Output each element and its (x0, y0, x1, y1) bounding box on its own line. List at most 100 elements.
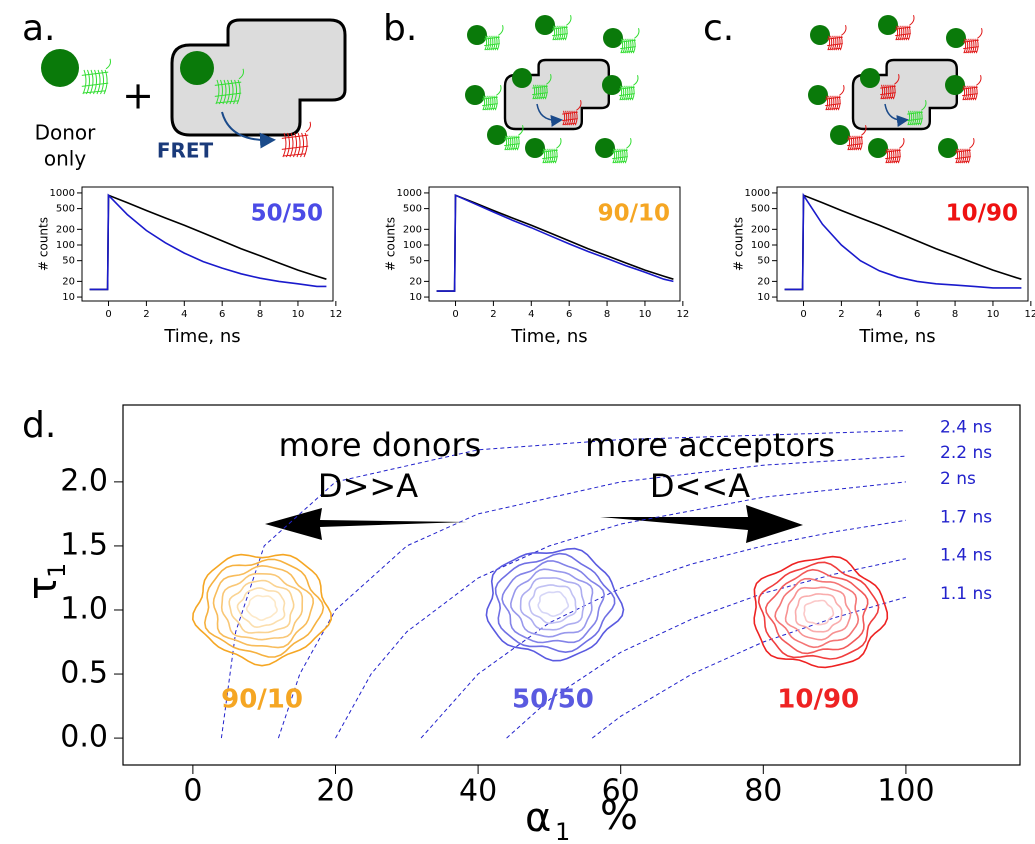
fluorophore (830, 125, 850, 145)
x-tick-label: 10 (639, 309, 652, 320)
fluorophore (535, 15, 555, 35)
y-tick-label: 500 (751, 204, 770, 215)
x-tick-label: 10 (292, 309, 305, 320)
ratio-label: 10/90 (946, 201, 1018, 227)
fluorophore (868, 138, 888, 158)
x-tick-label: 4 (181, 309, 187, 320)
panel-label: b. (383, 8, 417, 49)
y-tick-label: 1.5 (60, 527, 108, 562)
y-tick-label: 0.5 (60, 656, 108, 691)
x-axis-subscript: 1 (555, 818, 570, 844)
panel-label: d. (22, 405, 56, 446)
x-tick-label: 100 (877, 774, 934, 809)
x-tick-label: 4 (528, 309, 534, 320)
y-tick-label: 200 (56, 224, 75, 235)
contour-ring (222, 574, 303, 640)
direction-arrow (265, 508, 467, 540)
x-tick-label: 2 (143, 309, 149, 320)
y-tick-label: 100 (403, 240, 422, 251)
x-tick-label: 8 (952, 309, 958, 320)
figure: a. b. c. d. Donor only + FRET 0246810121… (0, 0, 1035, 844)
contour-ring (486, 549, 623, 661)
fluorophore (465, 85, 485, 105)
panel-label: a. (22, 8, 56, 49)
protein (827, 25, 846, 50)
y-tick-label: 100 (751, 240, 770, 251)
x-tick-label: 20 (316, 774, 354, 809)
y-tick-label: 1000 (50, 188, 75, 199)
cluster-label: 90/10 (221, 685, 303, 715)
y-tick-label: 1000 (745, 188, 770, 199)
contour-ring (529, 585, 576, 623)
y-tick-label: 50 (409, 256, 422, 267)
y-tick-label: 2.0 (60, 463, 108, 498)
isoline-label: 2.2 ns (940, 443, 992, 463)
y-tick-label: 0.0 (60, 720, 108, 755)
contour-ring (804, 601, 833, 625)
isoline-label: 2 ns (940, 469, 976, 489)
x-axis-title: Time, ns (858, 326, 935, 347)
x-axis-title: Time, ns (510, 326, 587, 347)
y-tick-label: 200 (403, 224, 422, 235)
y-tick-label: 500 (56, 204, 75, 215)
ratio-label: 50/50 (251, 201, 323, 227)
x-tick-label: 40 (459, 774, 497, 809)
contour-ring (511, 569, 593, 637)
plus-sign: + (122, 74, 154, 118)
x-tick-label: 0 (183, 774, 202, 809)
x-tick-label: 10 (987, 309, 1000, 320)
x-tick-label: 6 (914, 309, 920, 320)
x-tick-label: 2 (838, 309, 844, 320)
x-axis-title: Time, ns (163, 326, 240, 347)
protein (962, 75, 981, 100)
contour-ring (796, 594, 842, 632)
x-axis-symbol: α (525, 795, 551, 841)
annotation: more acceptors (585, 426, 835, 464)
x-tick-label: 6 (219, 309, 225, 320)
y-tick-label: 10 (62, 292, 75, 303)
x-tick-label: 8 (604, 309, 610, 320)
x-tick-label: 80 (744, 774, 782, 809)
contour-ring (754, 557, 887, 668)
x-tick-label: 0 (105, 309, 111, 320)
fluorophore (41, 49, 79, 87)
y-tick-label: 10 (409, 292, 422, 303)
x-tick-label: 0 (452, 309, 458, 320)
protein (619, 75, 638, 100)
y-tick-label: 20 (757, 276, 770, 287)
x-tick-label: 8 (257, 309, 263, 320)
contour-ring (496, 554, 615, 653)
fluorophore (603, 28, 623, 48)
protein (484, 25, 503, 50)
fluorophore (487, 125, 507, 145)
x-axis-unit: % (600, 793, 638, 839)
cluster-label: 50/50 (512, 685, 594, 715)
fluorophore (878, 15, 898, 35)
annotation: D<<A (650, 467, 750, 505)
ratio-label: 90/10 (598, 201, 670, 227)
y-axis-subscript: 1 (43, 563, 71, 578)
fluorophore (525, 138, 545, 158)
protein (612, 138, 631, 163)
isoline-label: 1.1 ns (940, 584, 992, 604)
protein (955, 138, 974, 163)
protein (482, 85, 501, 110)
x-tick-label: 0 (800, 309, 806, 320)
protein (542, 138, 561, 163)
protein (82, 59, 111, 94)
fluorophore (938, 138, 958, 158)
x-tick-label: 4 (876, 309, 882, 320)
donor-label: only (44, 147, 86, 171)
annotation: more donors (279, 426, 482, 464)
fluorophore (945, 75, 965, 95)
y-tick-label: 1000 (397, 188, 422, 199)
protein (885, 138, 904, 163)
y-tick-label: 200 (751, 224, 770, 235)
protein (825, 85, 844, 110)
protein (895, 15, 914, 40)
contour-ring (538, 592, 568, 617)
direction-arrow (600, 505, 803, 543)
y-axis-title: # counts (37, 217, 51, 271)
y-axis-title: # counts (384, 217, 398, 271)
fluorophore (810, 25, 830, 45)
